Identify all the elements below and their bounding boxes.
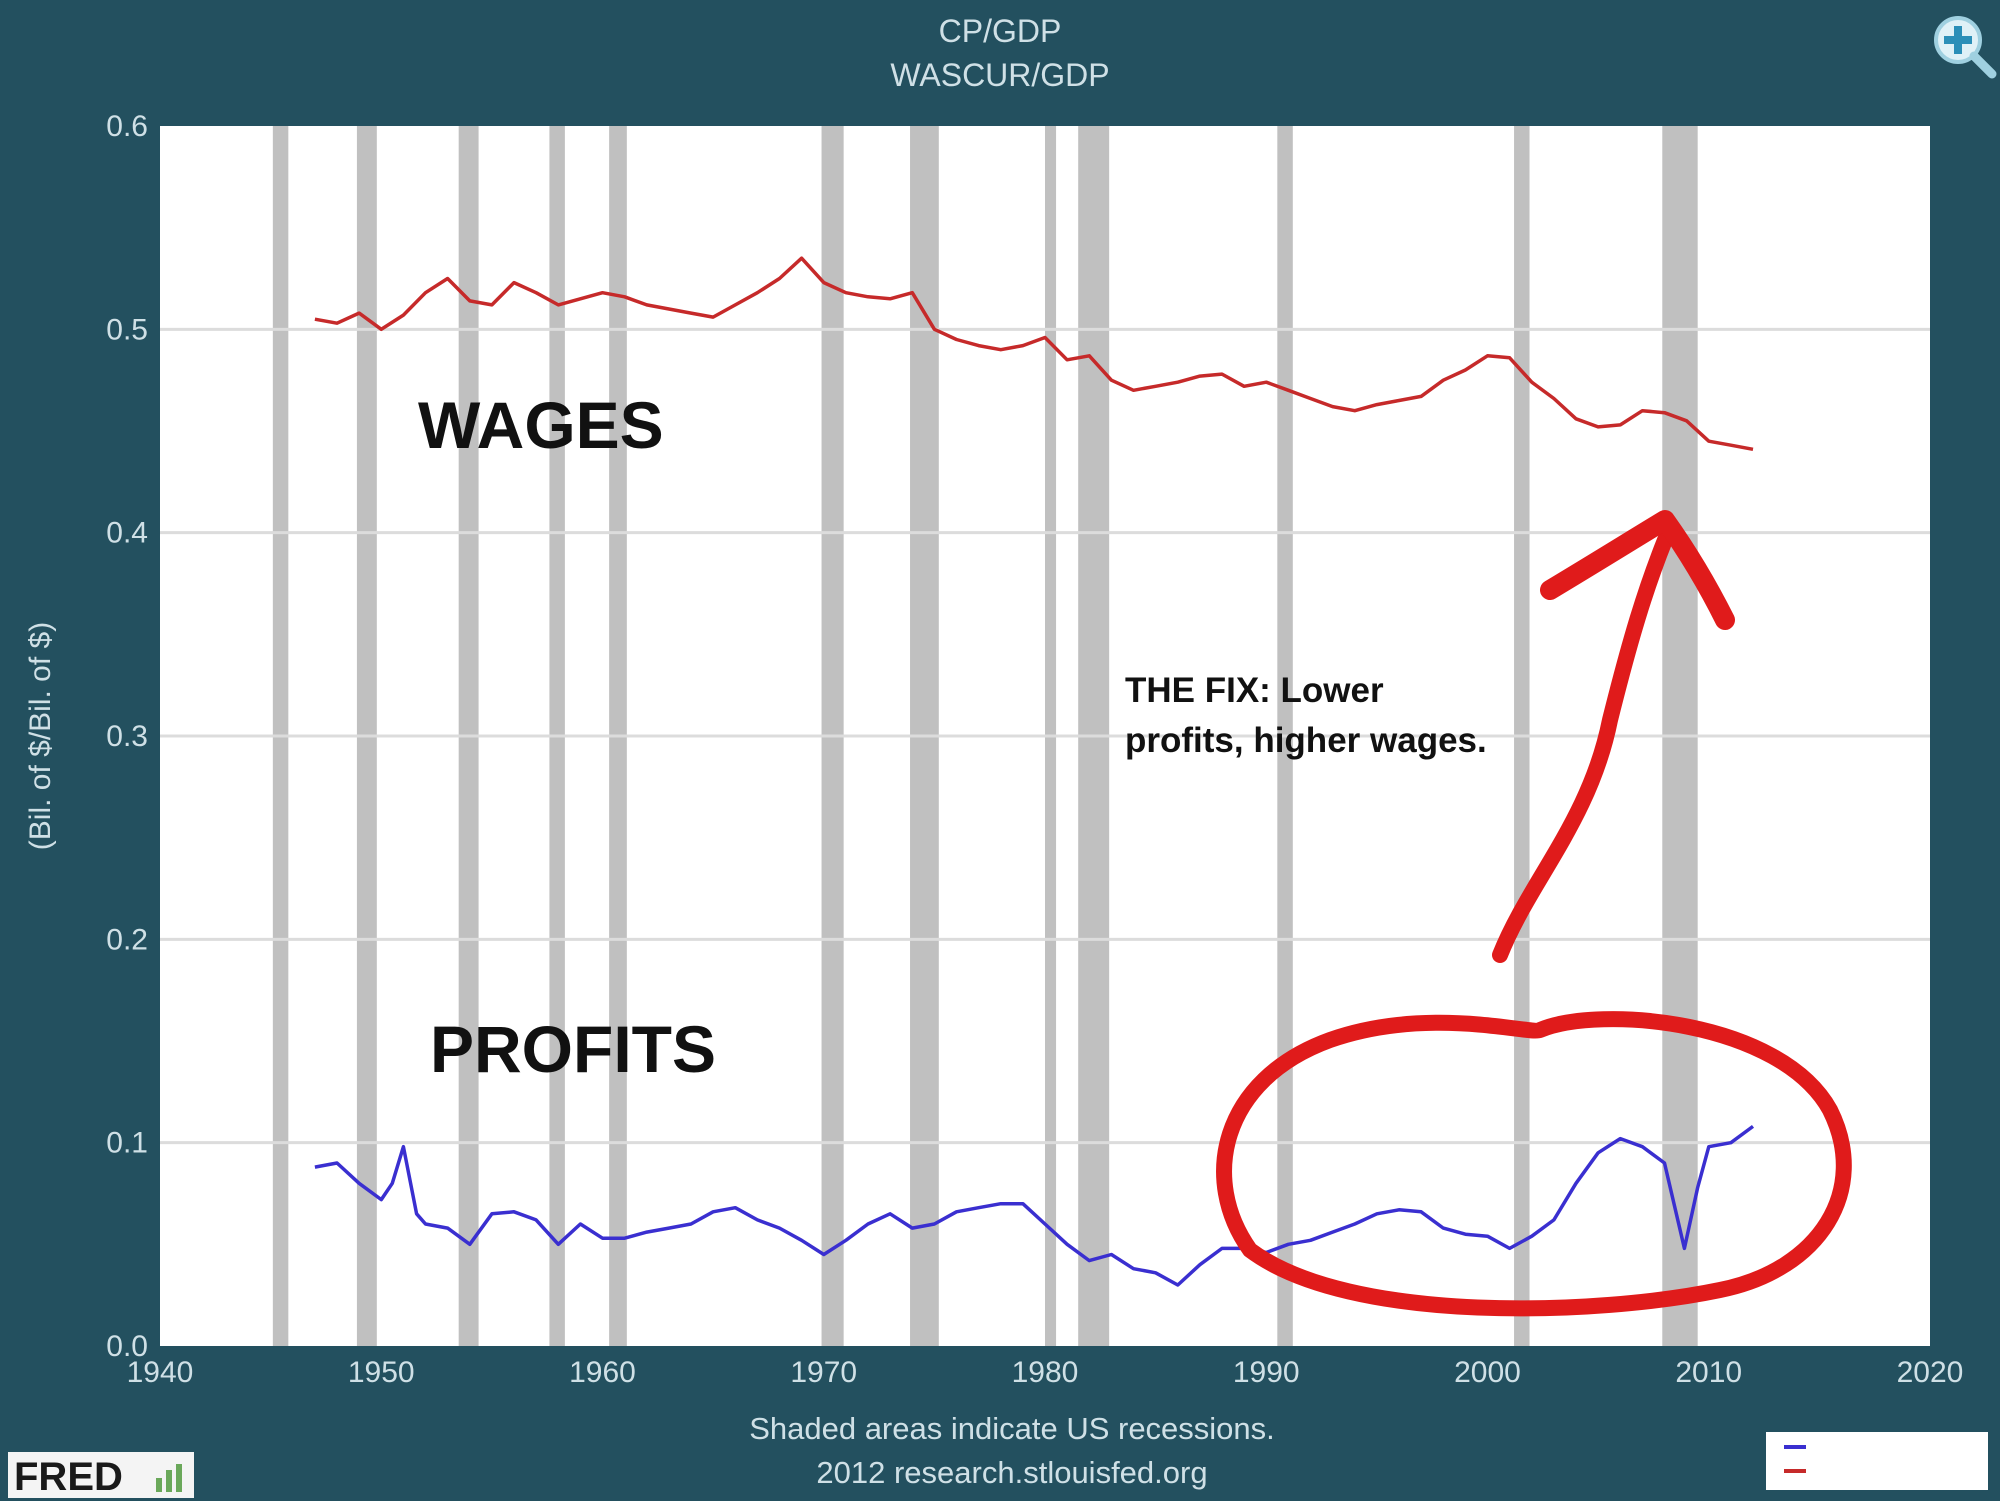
fix-annotation-line1: THE FIX: Lower — [1125, 671, 1384, 710]
chart-title-line1: CP/GDP — [939, 13, 1062, 49]
y-tick-label: 0.6 — [106, 110, 148, 143]
annotation-arrow-shaft — [1492, 532, 1673, 963]
x-tick-label: 2000 — [1454, 1356, 1521, 1389]
fix-annotation-line2: profits, higher wages. — [1125, 721, 1487, 760]
x-tick-labels: 1940 1950 1960 1970 1980 1990 2000 2010 2020 — [127, 1356, 1964, 1389]
x-tick-label: 1970 — [790, 1356, 857, 1389]
y-tick-labels: 0.0 0.1 0.2 0.3 0.4 0.5 0.6 — [106, 110, 148, 1363]
y-tick-label: 0.4 — [106, 517, 148, 550]
y-axis-label: (Bil. of $/Bil. of $) — [24, 622, 57, 850]
fred-logo[interactable]: FRED — [8, 1452, 194, 1499]
y-tick-label: 0.2 — [106, 923, 148, 956]
y-tick-label: 0.5 — [106, 313, 148, 346]
legend-box — [1766, 1432, 1988, 1490]
annotation-circle — [1216, 1011, 1852, 1317]
profits-label: PROFITS — [430, 1012, 716, 1086]
series-lines — [314, 256, 1755, 1287]
chart-title-line2: WASCUR/GDP — [890, 57, 1109, 93]
fred-logo-text: FRED — [14, 1455, 123, 1499]
y-tick-label: 0.0 — [106, 1330, 148, 1363]
series-line-profits — [314, 1124, 1755, 1287]
x-tick-label: 1940 — [127, 1356, 194, 1389]
wages-label: WAGES — [418, 388, 664, 462]
y-tick-label: 0.3 — [106, 720, 148, 753]
x-tick-label: 2010 — [1675, 1356, 1742, 1389]
zoom-in-icon[interactable] — [1934, 16, 1997, 79]
footer-note-recessions: Shaded areas indicate US recessions. — [749, 1411, 1275, 1446]
y-tick-label: 0.1 — [106, 1127, 148, 1160]
x-tick-label: 2020 — [1897, 1356, 1964, 1389]
x-tick-label: 1990 — [1233, 1356, 1300, 1389]
footer-note-source: 2012 research.stlouisfed.org — [816, 1455, 1207, 1490]
series-line-wages — [314, 256, 1754, 452]
x-tick-label: 1980 — [1012, 1356, 1079, 1389]
x-tick-label: 1950 — [348, 1356, 415, 1389]
annotation-arrow-head — [1540, 510, 1735, 630]
x-tick-label: 1960 — [569, 1356, 636, 1389]
